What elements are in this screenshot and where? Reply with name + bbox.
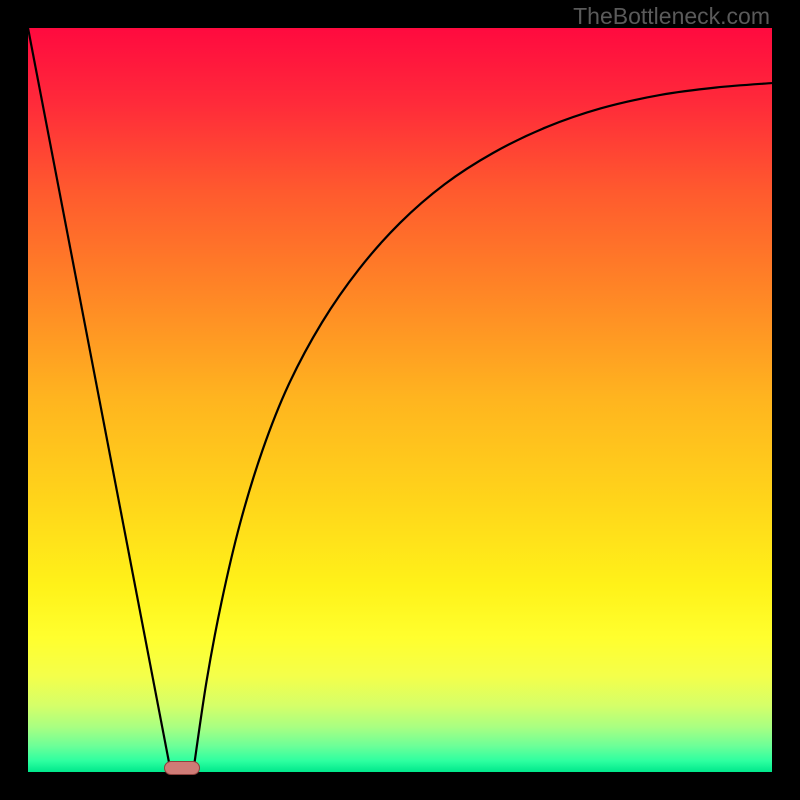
optimal-marker: [164, 761, 200, 775]
plot-frame: [28, 28, 772, 772]
left-descent-line: [28, 28, 171, 772]
right-asymptotic-curve: [193, 83, 772, 772]
curve-layer: [28, 28, 772, 772]
watermark-text: TheBottleneck.com: [573, 3, 770, 30]
